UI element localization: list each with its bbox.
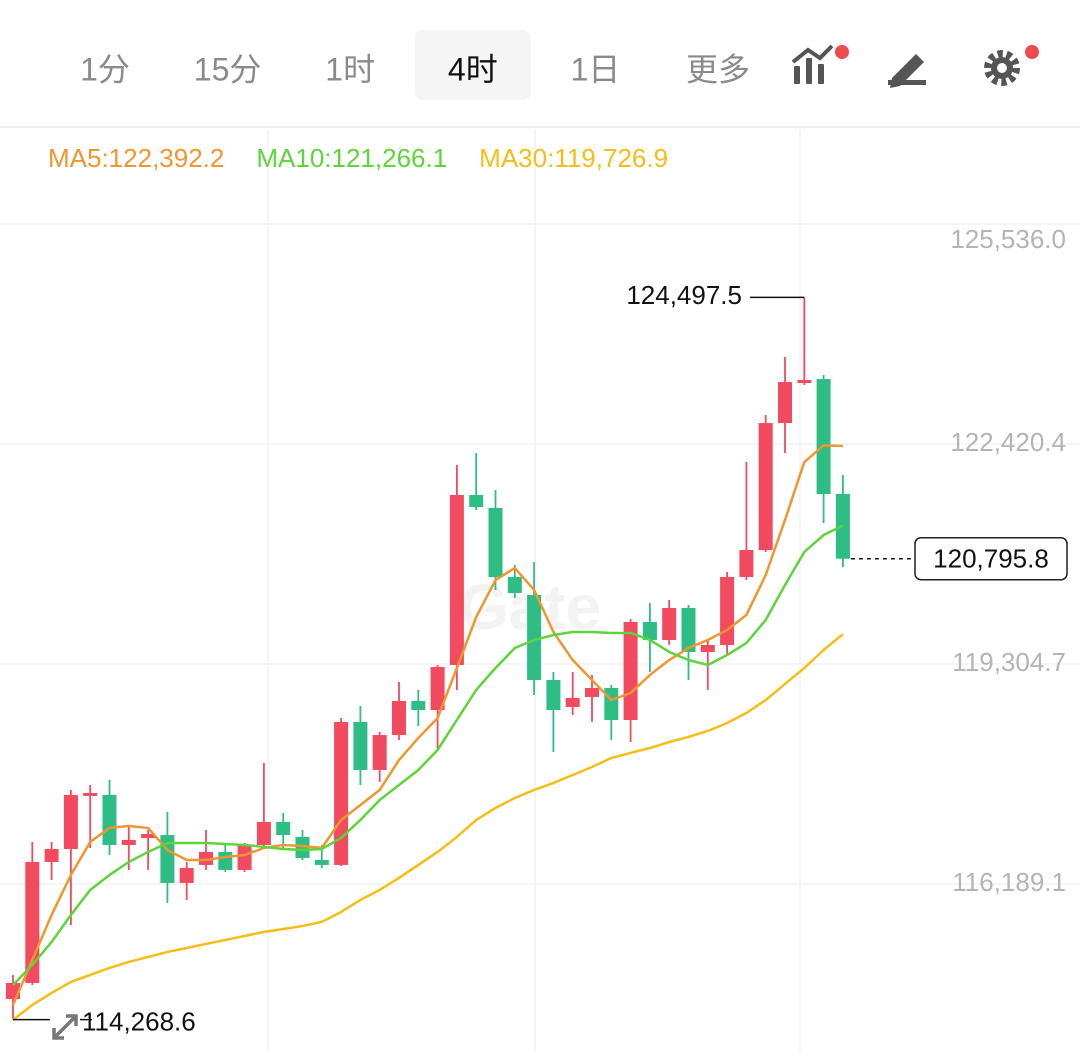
candle-body	[295, 836, 310, 858]
interval-tab[interactable]: 更多	[686, 51, 750, 87]
candle-body	[199, 851, 213, 865]
candle-body	[83, 792, 98, 796]
candle-body	[314, 860, 329, 865]
candle-body	[121, 839, 136, 845]
legend-entry: MA10:121,266.1	[256, 143, 447, 173]
y-tick-label: 122,420.4	[950, 427, 1066, 457]
candle-body	[237, 844, 252, 870]
candle-body	[739, 550, 754, 577]
candle-body	[411, 700, 426, 711]
interval-tab[interactable]: 1日	[570, 51, 620, 87]
last-price-box	[914, 536, 1068, 581]
interval-tabs: 1分 15分 1时 4时 1日 更多	[80, 30, 750, 100]
candle-body	[778, 382, 792, 424]
last-price-label: 120,795.8	[933, 544, 1049, 574]
icon-part	[52, 1014, 78, 1040]
interval-tab[interactable]: 1分	[80, 51, 130, 87]
interval-tab[interactable]: 1时	[325, 51, 375, 87]
notification-dot	[835, 45, 849, 59]
icon-part	[997, 63, 1007, 73]
candle-body	[758, 423, 773, 551]
legend-entry: MA30:119,726.9	[479, 143, 668, 173]
candle-body	[256, 821, 271, 845]
high-label: 124,497.5	[626, 280, 742, 310]
candle-body	[546, 680, 561, 711]
candle-body	[585, 687, 599, 697]
candle-body	[44, 848, 59, 862]
candle-body	[720, 576, 735, 645]
candle-body	[372, 735, 387, 770]
icon-part	[794, 66, 800, 84]
candle-body	[392, 700, 406, 736]
icon-part	[984, 50, 1020, 86]
indicator-button[interactable]	[791, 44, 849, 84]
candle-body	[642, 621, 657, 640]
icon-part	[791, 44, 834, 64]
candle-body	[276, 821, 291, 836]
candle-body	[63, 794, 78, 849]
icon-part	[52, 1028, 64, 1040]
expand-button[interactable]	[50, 1012, 80, 1042]
interval-tab[interactable]: 4时	[448, 51, 498, 87]
chart: 125,536.0 122,420.4 119,304.7 116,189.1 MA5:…	[0, 143, 1080, 1036]
icon-part	[890, 54, 924, 88]
candle-body	[797, 380, 812, 384]
icon-part	[66, 1014, 78, 1026]
tab-highlight	[414, 30, 531, 100]
icon-part	[818, 64, 824, 84]
candle-body	[662, 607, 677, 640]
settings-button[interactable]	[984, 45, 1039, 86]
candle-body	[218, 851, 233, 870]
legend-entry: MA5:122,392.2	[48, 143, 224, 173]
candle-body	[681, 607, 696, 652]
candle-body	[623, 621, 638, 720]
ma-line	[12, 633, 844, 1021]
draw-button[interactable]	[888, 54, 926, 88]
candle-body	[430, 667, 445, 711]
candle-body	[488, 507, 503, 577]
candle-body	[449, 495, 464, 665]
candle-body	[334, 721, 349, 865]
notification-dot	[1025, 45, 1039, 59]
candle-body	[527, 594, 542, 681]
low-label: 114,268.6	[82, 1006, 196, 1036]
candle-body	[565, 698, 580, 707]
y-tick-label: 119,304.7	[952, 647, 1066, 677]
ma-line	[11, 444, 843, 1006]
icon-part	[888, 80, 926, 85]
interval-tab[interactable]: 15分	[194, 51, 262, 87]
candle-body	[700, 644, 715, 652]
y-tick-label: 116,189.1	[952, 867, 1066, 897]
candle-body	[604, 687, 619, 720]
candle-body	[816, 379, 831, 495]
ma-line	[12, 524, 844, 986]
candle-body	[141, 833, 156, 838]
candle-body	[353, 721, 368, 770]
candle-body	[179, 867, 194, 883]
candle-body	[507, 576, 522, 594]
y-tick-label: 125,536.0	[950, 224, 1066, 254]
icon-part	[806, 58, 812, 84]
candle-body	[469, 495, 484, 508]
candle-body	[102, 794, 117, 845]
